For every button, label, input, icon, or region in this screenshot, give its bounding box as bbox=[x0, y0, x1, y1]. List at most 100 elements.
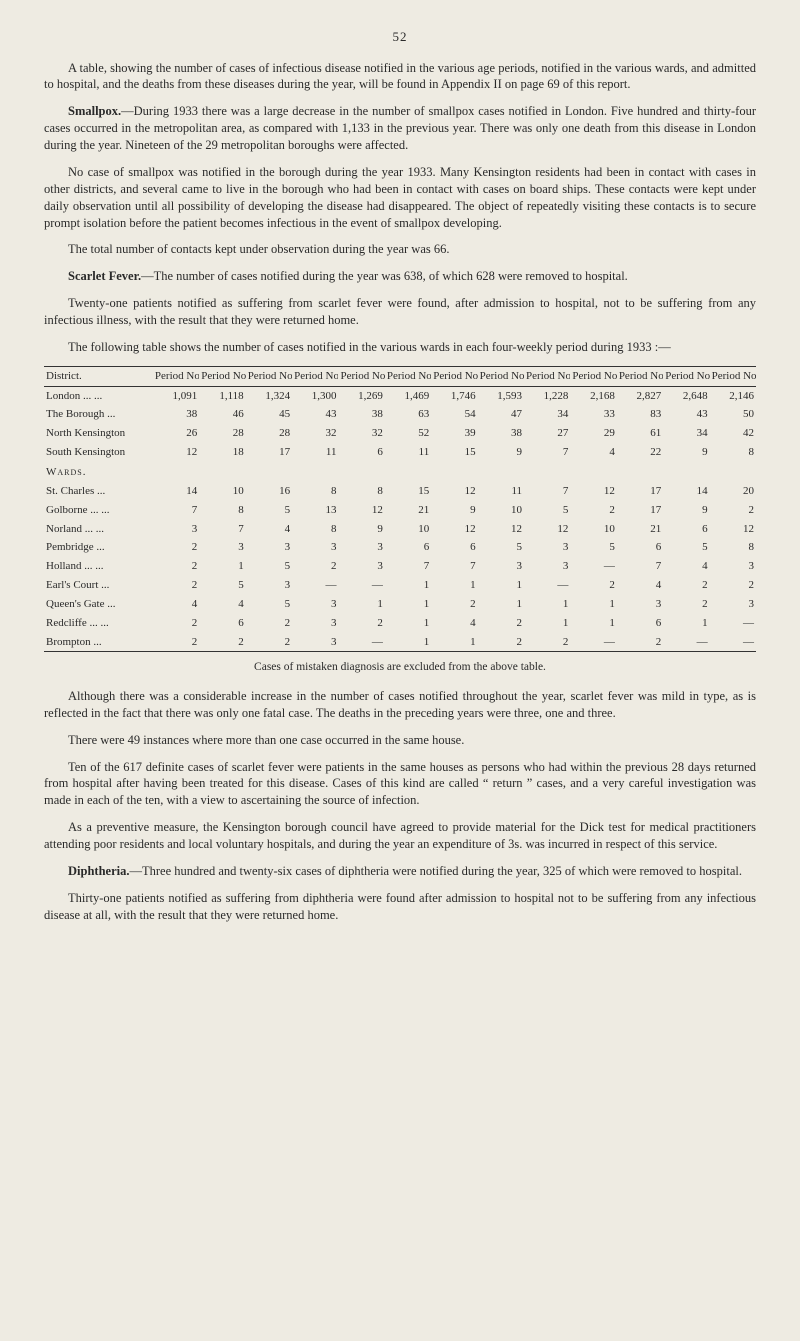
cell-value: 9 bbox=[478, 443, 524, 462]
cell-value: 11 bbox=[385, 443, 431, 462]
cell-value: 3 bbox=[292, 633, 338, 652]
cell-value: 32 bbox=[292, 424, 338, 443]
cell-value: 5 bbox=[663, 538, 709, 557]
cell-value: 1,324 bbox=[246, 386, 292, 405]
cell-value: 3 bbox=[524, 557, 570, 576]
cell-value: 3 bbox=[153, 520, 199, 539]
cell-value: 2,827 bbox=[617, 386, 663, 405]
table-head-period: Period No. 4 bbox=[292, 367, 338, 386]
table-head-period: Period No. 1 bbox=[153, 367, 199, 386]
cell-value: 21 bbox=[617, 520, 663, 539]
table-row: St. Charles ...14101688151211712171420 bbox=[44, 482, 756, 501]
cell-value: 1,091 bbox=[153, 386, 199, 405]
cell-value: 3 bbox=[478, 557, 524, 576]
cell-value: 3 bbox=[710, 595, 756, 614]
cell-value: 45 bbox=[246, 405, 292, 424]
table-head-period: Period No. 6 bbox=[385, 367, 431, 386]
cell-value: 2 bbox=[153, 576, 199, 595]
cell-value: 1 bbox=[431, 576, 477, 595]
cell-value: 7 bbox=[524, 482, 570, 501]
cell-value: 12 bbox=[570, 482, 616, 501]
cell-value: 7 bbox=[617, 557, 663, 576]
cell-value: 2 bbox=[524, 633, 570, 652]
cell-value: 1 bbox=[431, 633, 477, 652]
cell-value: 2,146 bbox=[710, 386, 756, 405]
heading-scarlet-fever: Scarlet Fever. bbox=[68, 269, 141, 283]
cell-value: 9 bbox=[663, 501, 709, 520]
cell-value: 4 bbox=[153, 595, 199, 614]
table-head-district: District. bbox=[44, 367, 153, 386]
paragraph-after-table-4: As a preventive measure, the Kensington … bbox=[44, 819, 756, 853]
district-name: Holland ... ... bbox=[44, 557, 153, 576]
cell-value: 6 bbox=[385, 538, 431, 557]
cell-value: — bbox=[570, 557, 616, 576]
cell-value: 14 bbox=[153, 482, 199, 501]
cell-value: 33 bbox=[570, 405, 616, 424]
cell-value: 2 bbox=[153, 633, 199, 652]
table-head-period: Period No. 8 bbox=[478, 367, 524, 386]
cell-value: 2 bbox=[199, 633, 245, 652]
district-name: Brompton ... bbox=[44, 633, 153, 652]
cell-value: 5 bbox=[478, 538, 524, 557]
cell-value: 4 bbox=[431, 614, 477, 633]
table-head-period: Period No. 11 bbox=[617, 367, 663, 386]
cell-value: 4 bbox=[663, 557, 709, 576]
cell-value: 3 bbox=[292, 538, 338, 557]
cell-value: 12 bbox=[153, 443, 199, 462]
cell-value: 4 bbox=[570, 443, 616, 462]
district-name: South Kensington bbox=[44, 443, 153, 462]
heading-diphtheria: Diphtheria. bbox=[68, 864, 129, 878]
cell-value: 2 bbox=[153, 538, 199, 557]
cell-value: 2 bbox=[431, 595, 477, 614]
table-row: North Kensington262828323252393827296134… bbox=[44, 424, 756, 443]
cell-value: 1 bbox=[199, 557, 245, 576]
cell-value: 3 bbox=[199, 538, 245, 557]
cell-value: 1 bbox=[385, 595, 431, 614]
cell-value: 10 bbox=[199, 482, 245, 501]
table-row: Golborne ... ...785131221910521792 bbox=[44, 501, 756, 520]
cell-value: 50 bbox=[710, 405, 756, 424]
cell-value: 16 bbox=[246, 482, 292, 501]
table-footnote: Cases of mistaken diagnosis are excluded… bbox=[44, 660, 756, 676]
cell-value: 12 bbox=[478, 520, 524, 539]
cell-value: 6 bbox=[663, 520, 709, 539]
cell-value: 1 bbox=[385, 633, 431, 652]
cell-value: 10 bbox=[570, 520, 616, 539]
district-name: The Borough ... bbox=[44, 405, 153, 424]
cell-value: 43 bbox=[663, 405, 709, 424]
cell-value: 2 bbox=[710, 576, 756, 595]
cell-value: 12 bbox=[431, 520, 477, 539]
cell-value: 3 bbox=[292, 614, 338, 633]
cell-value: 7 bbox=[524, 443, 570, 462]
cell-value: 39 bbox=[431, 424, 477, 443]
table-row: Queen's Gate ...4453112111323 bbox=[44, 595, 756, 614]
paragraph-smallpox-2: No case of smallpox was notified in the … bbox=[44, 164, 756, 232]
table-rule-bottom bbox=[44, 651, 756, 652]
cell-value: — bbox=[710, 633, 756, 652]
cell-value: 21 bbox=[385, 501, 431, 520]
paragraph-after-table-3: Ten of the 617 definite cases of scarlet… bbox=[44, 759, 756, 810]
district-name: Pembridge ... bbox=[44, 538, 153, 557]
cell-value: — bbox=[292, 576, 338, 595]
cell-value: 2 bbox=[710, 501, 756, 520]
cell-value: 34 bbox=[524, 405, 570, 424]
cell-value: 4 bbox=[199, 595, 245, 614]
cell-value: 34 bbox=[663, 424, 709, 443]
cell-value: 54 bbox=[431, 405, 477, 424]
cell-value: 2 bbox=[246, 614, 292, 633]
cell-value: 17 bbox=[617, 501, 663, 520]
cell-value: 4 bbox=[246, 520, 292, 539]
cell-value: 7 bbox=[431, 557, 477, 576]
cell-value: — bbox=[710, 614, 756, 633]
cell-value: 4 bbox=[617, 576, 663, 595]
cell-value: 32 bbox=[338, 424, 384, 443]
paragraph-after-table-2: There were 49 instances where more than … bbox=[44, 732, 756, 749]
cell-value: 1 bbox=[570, 614, 616, 633]
cell-value: 12 bbox=[431, 482, 477, 501]
cell-value: 8 bbox=[292, 520, 338, 539]
cell-value: 6 bbox=[617, 614, 663, 633]
cell-value: 20 bbox=[710, 482, 756, 501]
cell-value: 2 bbox=[338, 614, 384, 633]
cases-table-wrapper: District. Period No. 1 Period No. 2 Peri… bbox=[44, 366, 756, 653]
cell-value: 2 bbox=[478, 633, 524, 652]
